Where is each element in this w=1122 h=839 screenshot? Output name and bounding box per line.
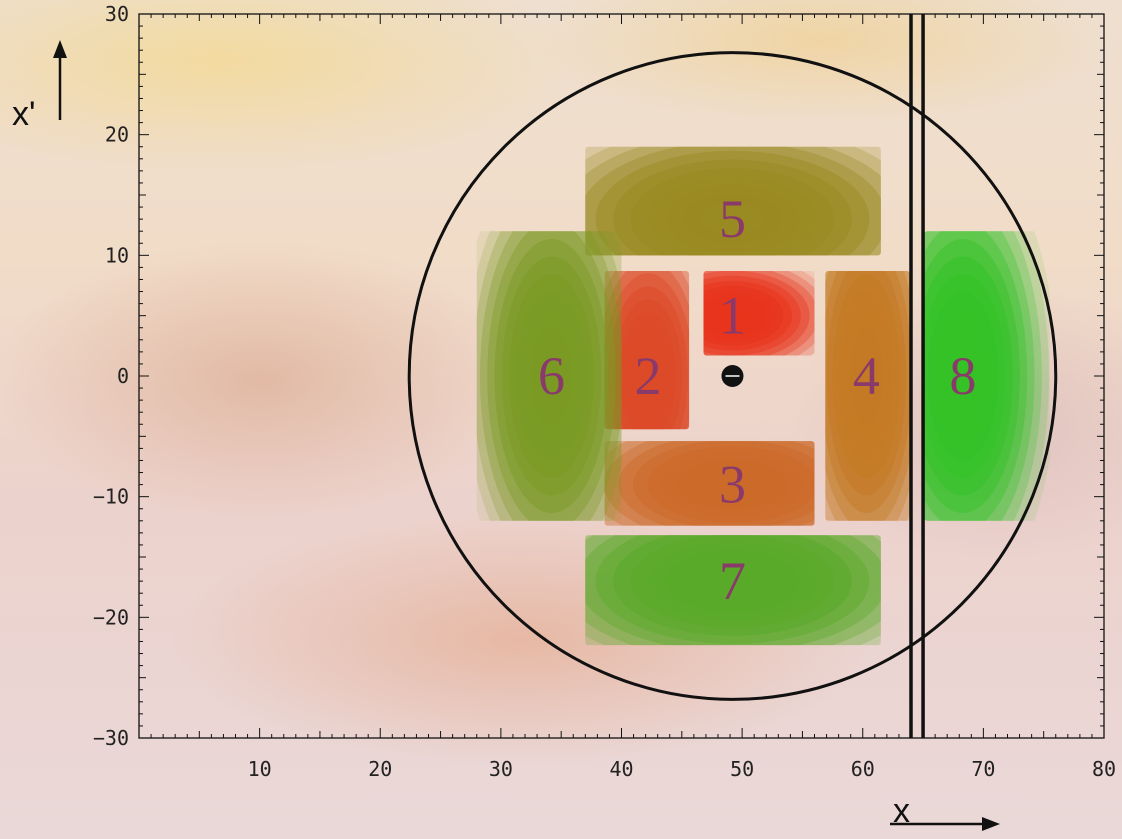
y-tick-label: −30 (93, 726, 129, 750)
island-label-4: 4 (853, 346, 880, 406)
island-1 (703, 271, 815, 356)
island-3 (604, 441, 815, 526)
x-tick-label: 80 (1092, 757, 1116, 781)
y-tick-label: −20 (93, 605, 129, 629)
y-axis-arrowhead (53, 40, 67, 58)
x-tick-label: 20 (368, 757, 392, 781)
x-tick-label: 70 (971, 757, 995, 781)
x-tick-label: 30 (489, 757, 513, 781)
islands-layer: 123 4 5 6 7 8 (476, 146, 1050, 646)
island-7 (585, 535, 881, 646)
axis-titles-layer: x' x (12, 95, 910, 830)
stability-circle (407, 51, 1058, 701)
island-4 (825, 271, 910, 521)
island-5 (585, 146, 881, 256)
ticks-layer (138, 13, 1105, 739)
island-label-6: 6 (538, 346, 565, 406)
island-6 (476, 231, 622, 521)
y-tick-label: −10 (93, 485, 129, 509)
island-label-7: 7 (719, 551, 746, 611)
island-2 (604, 271, 690, 430)
y-axis-title: x' (12, 95, 36, 133)
x-tick-label: 40 (609, 757, 633, 781)
y-tick-label: 20 (105, 123, 129, 147)
island-label-8: 8 (949, 346, 976, 406)
island-label-1: 1 (719, 286, 746, 346)
island-8 (924, 231, 1050, 521)
x-axis-title: x (893, 792, 910, 830)
x-axis-arrowhead (982, 817, 1000, 831)
island-label-5: 5 (719, 189, 746, 249)
island-label-3: 3 (719, 455, 746, 515)
tick-labels-layer: 10 20 30 40 50 60 70 80 30 20 10 0 −10 −20 −30 (93, 2, 1116, 781)
y-tick-label: 0 (117, 364, 129, 388)
y-tick-label: 10 (105, 243, 129, 267)
x-tick-label: 60 (851, 757, 875, 781)
y-tick-label: 30 (105, 2, 129, 26)
circle-layer (407, 14, 1058, 738)
x-tick-label: 10 (248, 757, 272, 781)
island-label-2: 2 (635, 346, 662, 406)
x-tick-label: 50 (730, 757, 754, 781)
